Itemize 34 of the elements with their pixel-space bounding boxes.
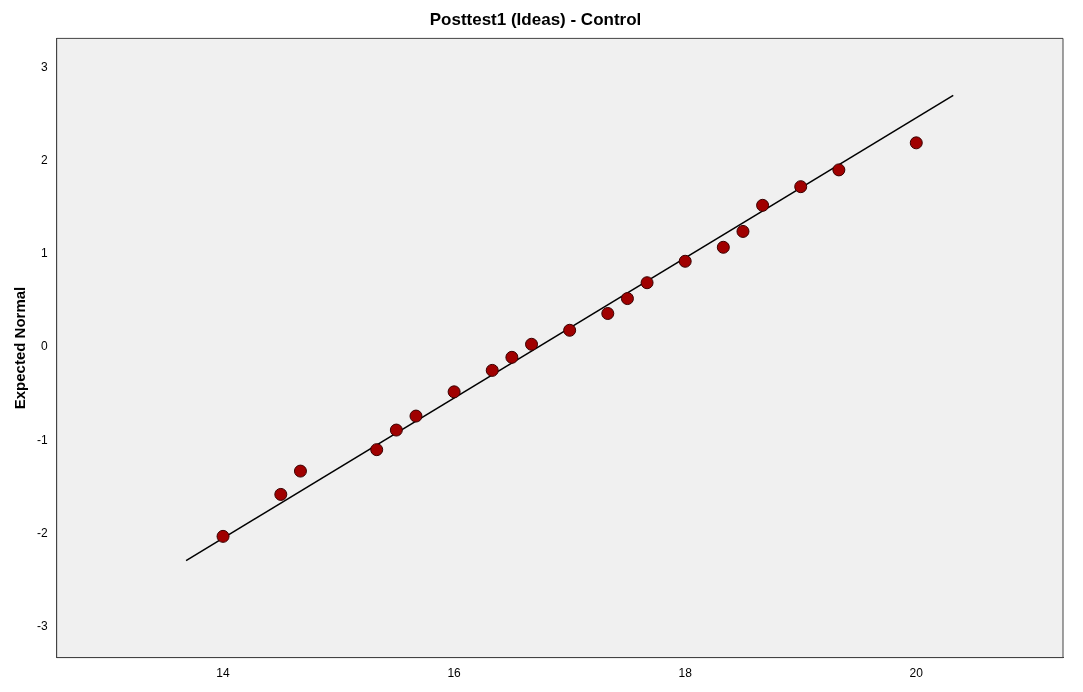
x-tick-label: 18: [678, 666, 693, 681]
point: [370, 443, 384, 457]
y-axis-title: Expected Normal: [11, 286, 29, 410]
point: [447, 385, 461, 399]
x-tick-label: 20: [909, 666, 924, 681]
point: [909, 136, 923, 150]
point: [525, 337, 539, 351]
y-tick-label: -1: [37, 432, 48, 447]
point: [620, 292, 634, 306]
y-tick-label: -3: [37, 619, 48, 634]
point: [409, 409, 423, 423]
chart-title: Posttest1 (Ideas) - Control: [429, 9, 642, 29]
y-tick-label: 2: [40, 152, 48, 167]
point: [601, 307, 615, 320]
point: [640, 276, 654, 290]
point: [505, 350, 519, 364]
point: [716, 240, 730, 254]
point: [389, 423, 403, 437]
point: [832, 163, 846, 177]
y-tick-label: 0: [40, 339, 48, 354]
y-tick-label: 1: [40, 246, 48, 261]
point: [216, 529, 230, 543]
point: [485, 363, 499, 377]
point: [274, 487, 288, 501]
x-tick-label: 16: [447, 666, 462, 681]
point: [563, 323, 577, 337]
point: [756, 198, 770, 212]
x-tick-label: 14: [216, 666, 231, 681]
point: [794, 180, 808, 194]
point: [678, 254, 692, 268]
point: [736, 224, 750, 238]
y-tick-label: 3: [40, 59, 48, 74]
point: [293, 464, 307, 478]
y-tick-label: -2: [37, 525, 48, 540]
